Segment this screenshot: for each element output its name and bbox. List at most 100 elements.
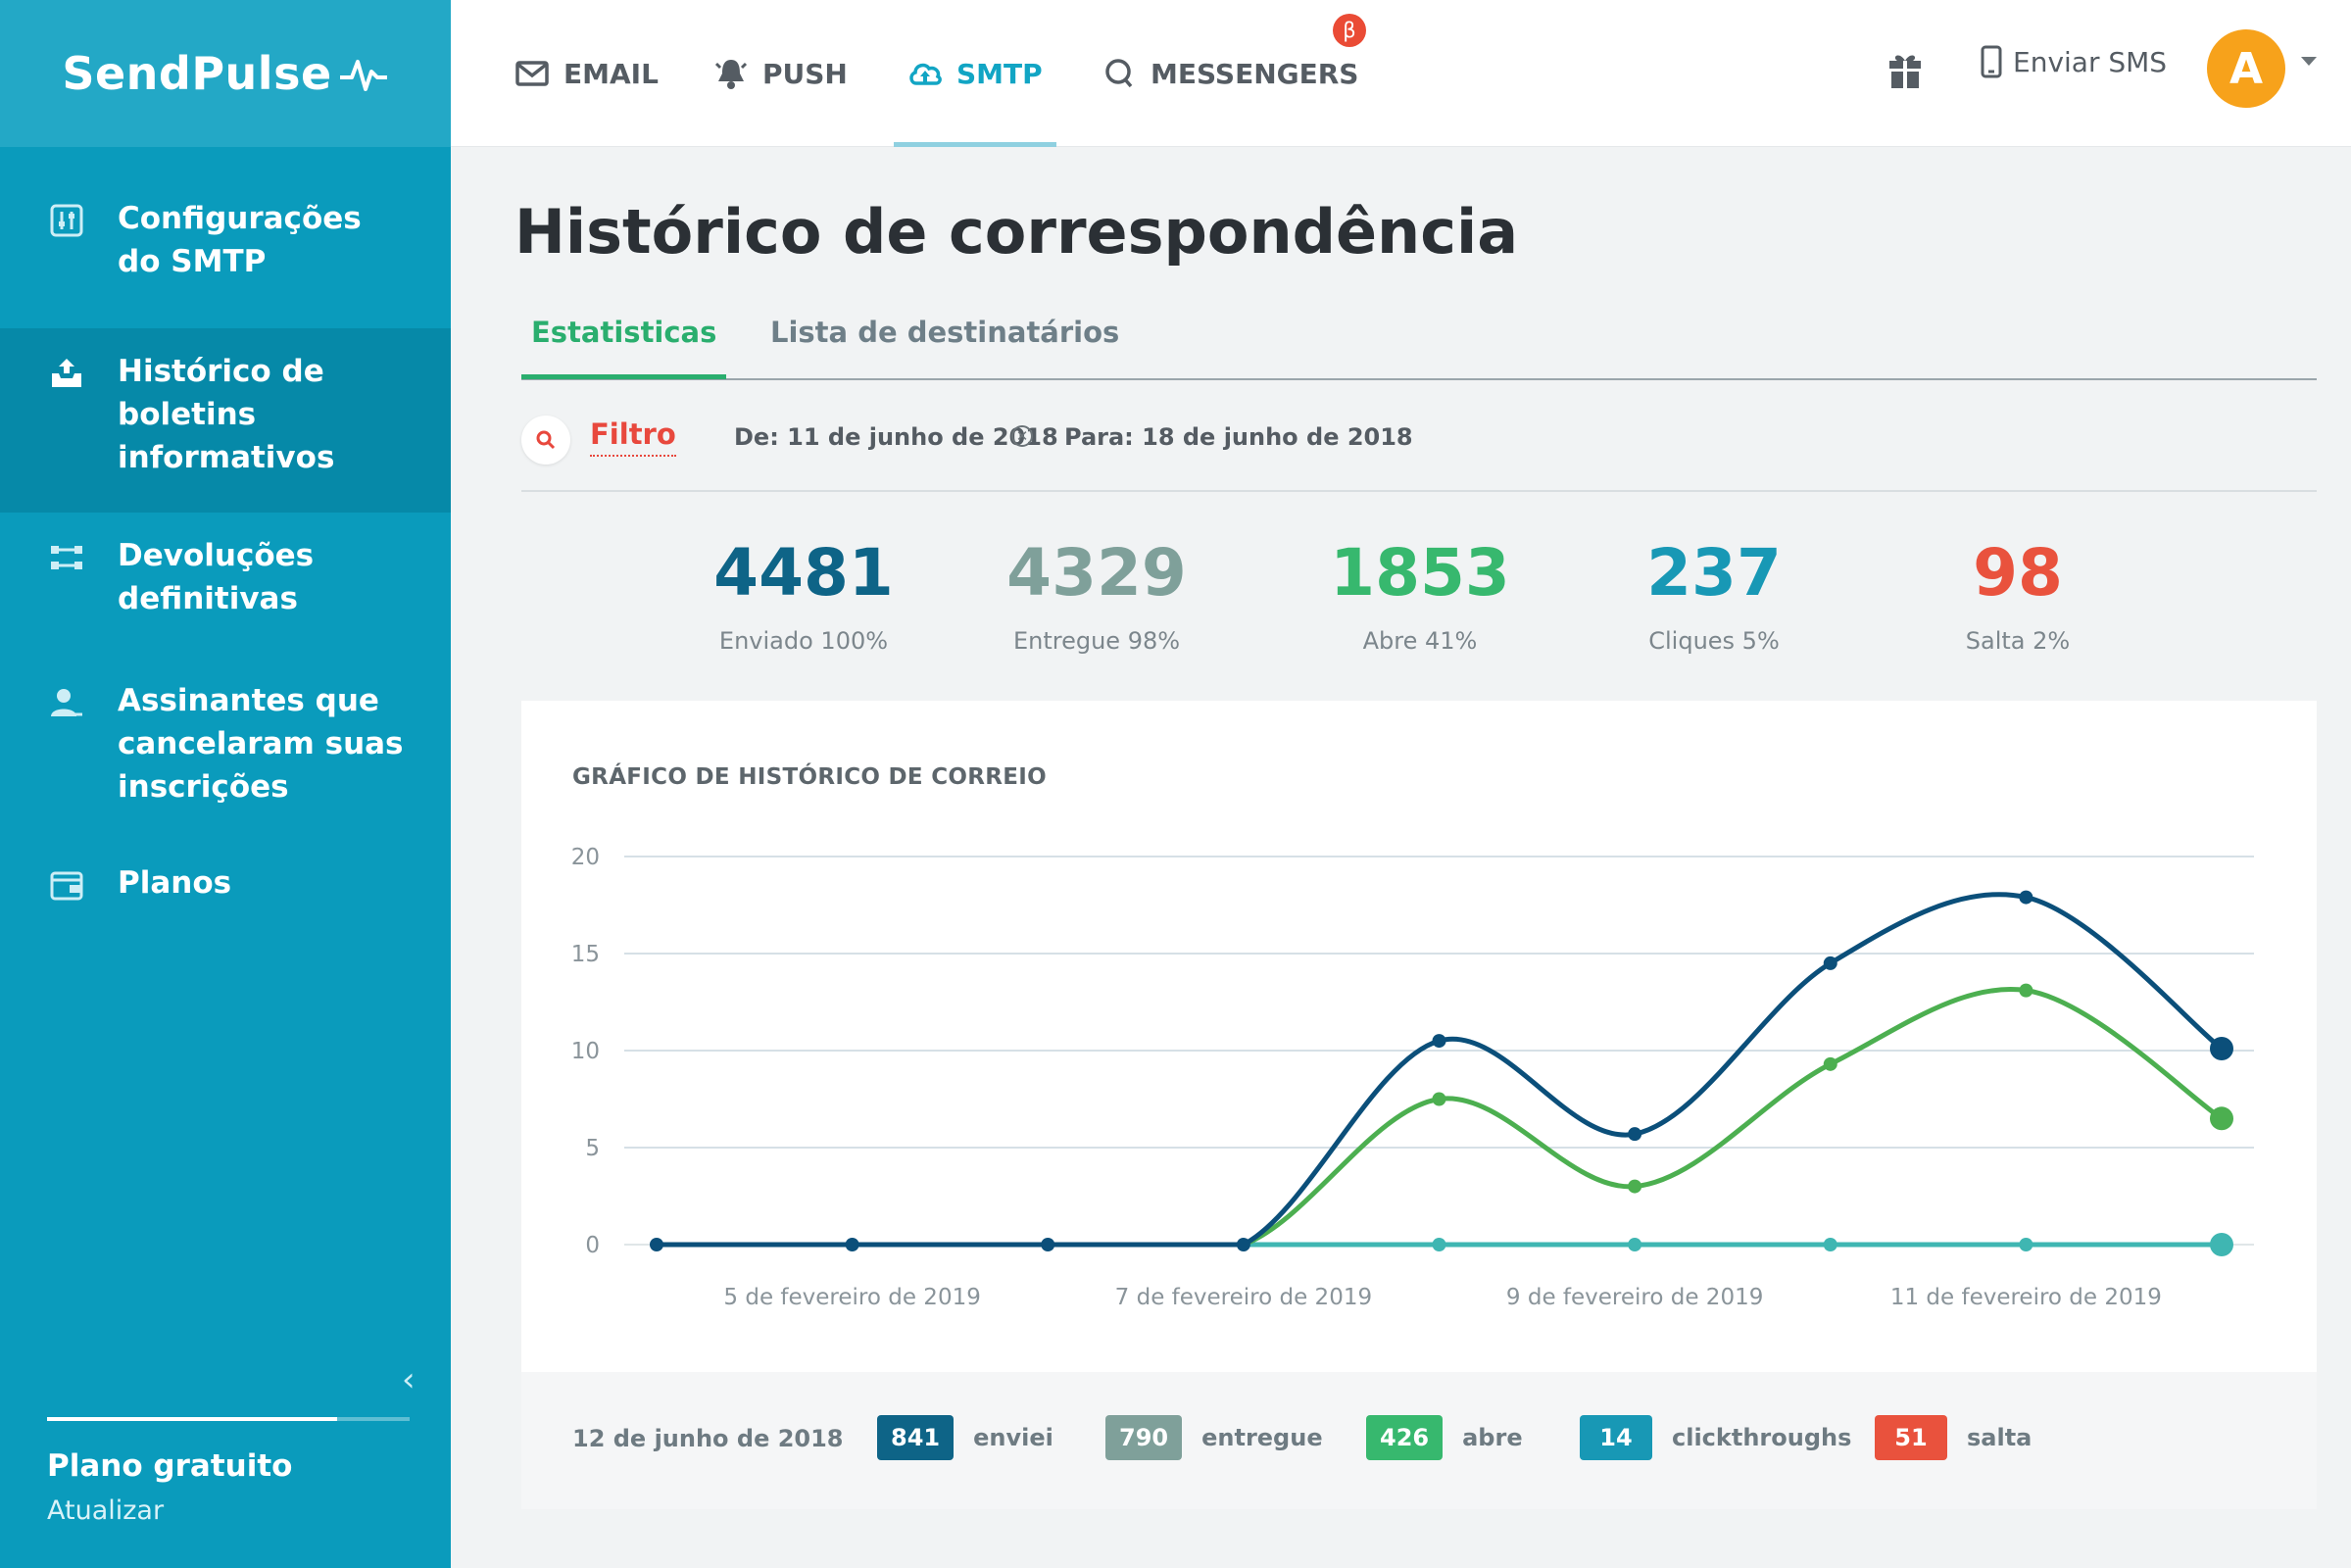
tab-messengers[interactable]: MESSENGERS (1102, 0, 1358, 147)
stat-value: 4329 (1006, 535, 1187, 611)
tab-statistics[interactable]: Estatisticas (520, 316, 727, 379)
sidebar-item-label: Configurações do SMTP (118, 201, 362, 279)
x-tick-label: 5 de fevereiro de 2019 (723, 1285, 980, 1310)
data-point (2019, 1238, 2033, 1251)
legend-badge: 790 (1105, 1415, 1183, 1460)
sidebar: SendPulse Configurações do SMTP Históric… (0, 0, 451, 1568)
tab-recipient-list[interactable]: Lista de destinatários (770, 316, 1120, 349)
y-tick-label: 0 (585, 1233, 600, 1258)
date-from: De: 11 de junho de 2018 (734, 423, 1058, 451)
chevron-down-icon[interactable] (2301, 57, 2317, 66)
y-tick-label: 10 (571, 1039, 600, 1064)
series-line (657, 987, 2224, 1248)
data-point (2210, 1037, 2233, 1061)
legend-date: 12 de junho de 2018 (572, 1425, 844, 1452)
data-point (1432, 1034, 1446, 1049)
data-point (2210, 1233, 2233, 1256)
data-point (1432, 1092, 1446, 1106)
wallet-icon (50, 871, 83, 901)
upgrade-link[interactable]: Atualizar (47, 1495, 165, 1526)
series-line (657, 892, 2224, 1248)
stat-value: 98 (1973, 535, 2063, 611)
gift-icon[interactable] (1882, 47, 1929, 94)
sidebar-item-label: Planos (118, 865, 232, 901)
sidebar-item-hard-bounces[interactable]: Devoluções definitivas (0, 513, 451, 660)
phone-icon (1981, 45, 2002, 78)
send-sms-label: Enviar SMS (2013, 45, 2168, 78)
sidebar-item-unsubscribed[interactable]: Assinantes que cancelaram suas inscriçõe… (0, 660, 451, 846)
tab-smtp[interactable]: SMTP (894, 0, 1056, 147)
y-tick-label: 20 (571, 845, 600, 870)
collapse-sidebar-icon[interactable]: ‹ (402, 1360, 416, 1399)
legend-label: clickthroughs (1672, 1424, 1852, 1451)
clear-date-icon[interactable]: ✕ (1011, 425, 1033, 447)
sliders-icon (50, 204, 83, 237)
stat-label: Abre 41% (1362, 627, 1478, 655)
stat-sent: 4481 Enviado 100% (713, 529, 894, 655)
tab-label: SMTP (956, 57, 1043, 90)
page-title: Histórico de correspondência (514, 196, 1519, 268)
user-remove-icon (51, 689, 82, 716)
data-point (1628, 1127, 1642, 1142)
data-point (845, 1238, 859, 1251)
legend-item-bounces: 51 salta (1875, 1415, 2032, 1460)
avatar[interactable]: A (2207, 29, 2285, 108)
top-nav: EMAIL PUSH SMTP MESSENGERS β Enviar SMS … (451, 0, 2351, 147)
data-point (2019, 890, 2033, 905)
search-icon (536, 430, 556, 450)
legend-label: abre (1462, 1424, 1523, 1451)
sidebar-item-label: Assinantes que cancelaram suas inscriçõe… (118, 683, 404, 805)
envelope-icon (515, 61, 549, 86)
legend-label: salta (1967, 1424, 2033, 1451)
plan-progress-fill (47, 1417, 337, 1421)
data-point (1041, 1238, 1055, 1251)
filter-link[interactable]: Filtro (590, 417, 676, 457)
send-sms-button[interactable]: Enviar SMS (1980, 45, 2167, 78)
filter-row: Filtro De: 11 de junho de 2018 ✕ Para: 1… (521, 412, 2317, 492)
pulse-icon (339, 60, 387, 91)
sidebar-item-smtp-settings[interactable]: Configurações do SMTP (0, 181, 451, 328)
legend-badge: 426 (1366, 1415, 1444, 1460)
stat-delivered: 4329 Entregue 98% (1006, 529, 1187, 655)
x-tick-label: 11 de fevereiro de 2019 (1890, 1285, 2162, 1310)
logo-text: SendPulse (62, 47, 332, 100)
stat-label: Entregue 98% (1012, 627, 1181, 655)
x-tick-label: 9 de fevereiro de 2019 (1506, 1285, 1763, 1310)
x-tick-label: 7 de fevereiro de 2019 (1115, 1285, 1372, 1310)
data-point (1432, 1238, 1446, 1251)
data-point (1628, 1179, 1642, 1194)
legend-label: enviei (973, 1424, 1053, 1451)
stat-value: 4481 (713, 535, 894, 611)
legend-badge: 841 (877, 1415, 955, 1460)
filter-search-button[interactable] (521, 416, 570, 465)
legend-label: entregue (1201, 1424, 1323, 1451)
stat-clicks: 237 Cliques 5% (1646, 529, 1782, 655)
cloud-upload-icon (909, 63, 942, 85)
tab-label: PUSH (762, 57, 848, 90)
tab-push[interactable]: PUSH (713, 0, 848, 147)
sidebar-item-newsletter-history[interactable]: Histórico de boletins informativos (0, 328, 451, 513)
side-menu: Configurações do SMTP Histórico de bolet… (0, 181, 451, 934)
data-point (1628, 1238, 1642, 1251)
data-point (1823, 956, 1837, 970)
logo[interactable]: SendPulse (62, 47, 388, 100)
sidebar-item-label: Histórico de boletins informativos (118, 354, 335, 475)
logo-bar: SendPulse (0, 0, 451, 147)
y-tick-label: 5 (585, 1136, 600, 1161)
tab-email[interactable]: EMAIL (514, 0, 659, 147)
chart-legend: 12 de junho de 2018 841 enviei 790 entre… (521, 1372, 2317, 1509)
y-tick-label: 15 (571, 942, 600, 967)
chat-bubble-icon (1105, 59, 1133, 88)
sidebar-item-label: Devoluções definitivas (118, 538, 315, 616)
stat-label: Salta 2% (1965, 627, 2071, 655)
beta-badge: β (1333, 14, 1366, 47)
plan-name: Plano gratuito (47, 1448, 293, 1484)
plan-progress-bar (47, 1417, 410, 1421)
sidebar-item-plans[interactable]: Planos (0, 846, 451, 934)
subtabs: Estatisticas Lista de destinatários (520, 316, 2317, 380)
legend-badge: 14 (1580, 1415, 1652, 1460)
arrows-swap-icon (51, 546, 82, 569)
bell-icon (714, 60, 748, 89)
data-point (2019, 983, 2033, 998)
upload-box-icon (52, 359, 81, 387)
